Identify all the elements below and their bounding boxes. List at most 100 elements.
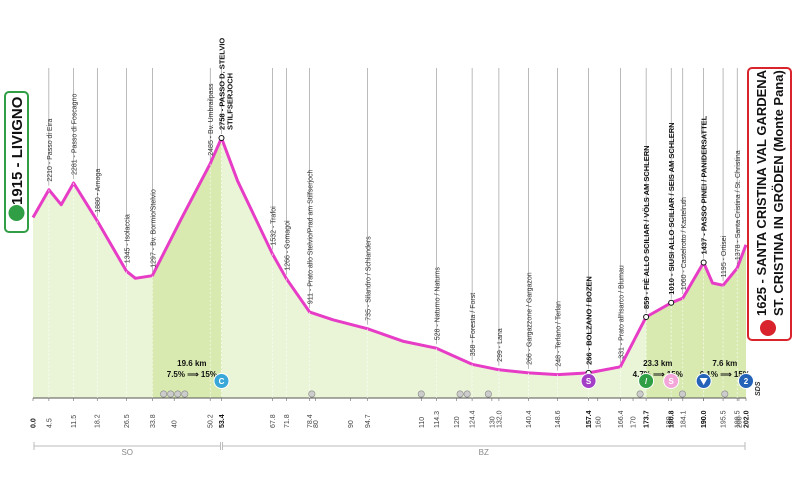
province-label: BZ <box>479 448 489 457</box>
baseline-marker-icon <box>636 390 644 398</box>
marker-letter: 2 <box>744 377 749 386</box>
green-marker <box>638 373 655 389</box>
profile-area <box>31 136 748 399</box>
marker-letter: S <box>668 377 674 386</box>
waypoint-label: 1345 - Isolaccia <box>125 214 132 263</box>
baseline-marker-icon <box>463 390 471 398</box>
km-label: 90 <box>348 420 355 428</box>
waypoint-label: 1532 - Trafoi <box>270 206 277 246</box>
waypoint-dot <box>218 135 225 141</box>
km-label: 40 <box>172 420 179 428</box>
baseline-marker-icon <box>456 390 464 398</box>
km-label: 94.7 <box>365 414 372 428</box>
waypoint-labels: 2210 - Passo di Eira 2281 - Passo di Fosc… <box>47 38 742 367</box>
finish-town-label: 1625 - SANTA CRISTINA VAL GARDENA <box>754 69 769 316</box>
km-label: 199.5 <box>735 410 742 428</box>
km-label: 157.4 <box>586 410 593 428</box>
km-label: 33.8 <box>150 414 157 428</box>
climb-gradient: 7.5% ⟹ 15% <box>167 370 217 379</box>
km-label: 11.5 <box>71 415 78 428</box>
finish-town-sublabel: ST. CRISTINA IN GRÖDEN (Monte Pana) <box>771 70 786 316</box>
waypoint-label: 911 - Prato allo Stelvio/Prad am Stilfse… <box>308 170 315 305</box>
km-label: 148.6 <box>555 410 562 428</box>
km-label: 114.3 <box>434 411 441 428</box>
climb-gradient: 6.1% ⟹ 15% <box>700 370 750 379</box>
waypoint-label: 735 - Silandro / Schlanders <box>365 236 372 321</box>
km-label: 120 <box>454 416 461 428</box>
baseline-marker-icon <box>721 390 729 398</box>
waypoint-label: 2485 - Bv. Umbrailpass <box>208 83 215 156</box>
km-label: 18.2 <box>95 414 102 428</box>
km-label: 67.8 <box>270 414 277 428</box>
baseline-marker-icon <box>417 390 425 398</box>
waypoint-label: 1060 - Castelrotto / Kastelruth <box>681 197 688 290</box>
finish-badge-marker <box>738 373 754 389</box>
marker-letter: C <box>219 377 225 386</box>
km-label: 130 <box>489 416 496 428</box>
waypoint-label: 1010 - SIUSI ALLO SCILIAR / SEIS AM SCHL… <box>667 122 676 294</box>
waypoint-label: 528 - Naturno / Naturns <box>434 267 441 341</box>
baseline-marker-icon <box>160 390 168 398</box>
km-label: 110 <box>419 417 426 428</box>
km-label: 50.2 <box>208 414 215 428</box>
km-label: 184.1 <box>680 410 687 428</box>
km-label: 80 <box>313 420 320 428</box>
km-label: 53.4 <box>219 414 226 428</box>
profile-line <box>31 136 748 377</box>
profile-fill <box>33 138 746 398</box>
waypoint-label: 1195 - Ortisei <box>721 235 728 277</box>
baseline-marker-icon <box>678 390 686 398</box>
finish-badge <box>747 67 792 341</box>
waypoint-label: 266 - Gargazzone / Gargazon <box>527 272 534 365</box>
km-label: 173.7 <box>644 410 651 428</box>
triangle-icon <box>699 378 708 385</box>
sprint-marker <box>580 373 597 389</box>
km-label: 180 <box>666 416 673 428</box>
sprint-marker <box>663 373 680 389</box>
waypoint-dot <box>700 259 707 266</box>
marker-letter: / <box>645 377 648 386</box>
baseline-marker-icon <box>181 390 189 398</box>
waypoint-label: 266 - BOLZANO / BOZEN <box>585 276 594 365</box>
markers: C S / S 2 <box>160 373 754 398</box>
km-label: 71.8 <box>284 414 291 428</box>
waypoint-label: 1880 - Arnoga <box>95 169 102 213</box>
finish-town: 1625 - SANTA CRISTINA VAL GARDENA ST. CR… <box>747 67 792 341</box>
waypoint-label: 1437 - PASSO PINEI / PANIDERSATTEL <box>700 115 709 254</box>
climb-shade <box>152 138 222 398</box>
waypoint-label-line2: STILFSERJOCH <box>225 73 234 130</box>
km-label: 0.0 <box>31 418 38 428</box>
province-label: SO <box>121 448 133 457</box>
finish-cyclist-icon <box>760 320 776 336</box>
waypoint-label: 248 - Terlano / Terlan <box>556 301 563 367</box>
climb-length: 7.6 km <box>712 359 737 368</box>
km-axis: 0.0 4.5 11.5 18.2 26.5 33.8 40 50.2 53.4 67.8 71.8… <box>31 381 763 428</box>
start-badge <box>4 91 29 233</box>
km-label: 200 <box>736 416 743 428</box>
km-label: 124.4 <box>470 410 477 428</box>
start-cyclist-icon <box>8 205 25 221</box>
sponsor-logo: SDS <box>755 381 762 396</box>
km-label: 180.8 <box>669 410 676 428</box>
baseline-marker-icon <box>167 390 175 398</box>
km-label: 166.4 <box>618 410 625 428</box>
waypoint-label: 299 - Lana <box>497 328 504 362</box>
climb-callouts: 19.6 km 7.5% ⟹ 15% 23.3 km 4.7% ⟹ 15% 7.6 km… <box>167 359 750 379</box>
waypoint-label: 1378 - Santa Cristina / St. Christina <box>735 150 742 260</box>
waypoint-label: 2281 - Passo di Foscagno <box>72 94 79 175</box>
km-label: 4.5 <box>46 418 53 428</box>
baseline-marker-icon <box>308 390 316 398</box>
start-town-label: 1915 - LIVIGNO <box>9 96 26 205</box>
km-label: 170 <box>631 416 638 428</box>
start-town: 1915 - LIVIGNO <box>4 91 29 233</box>
waypoint-dot <box>668 299 675 306</box>
km-label: 195.5 <box>721 410 728 428</box>
waypoint-label: 1266 - Gomagoi <box>284 220 291 271</box>
km-label: 190 <box>701 416 708 428</box>
waypoint-label: 358 - Foresta / Forst <box>470 293 477 356</box>
marker-letter: S <box>586 377 592 386</box>
province-bar: SO BZ <box>33 442 746 457</box>
waypoint-label: 859 - FIÈ ALLO SCILIAR / VÖLS AM SCHLERN <box>642 145 651 309</box>
km-label: 26.5 <box>124 414 131 428</box>
